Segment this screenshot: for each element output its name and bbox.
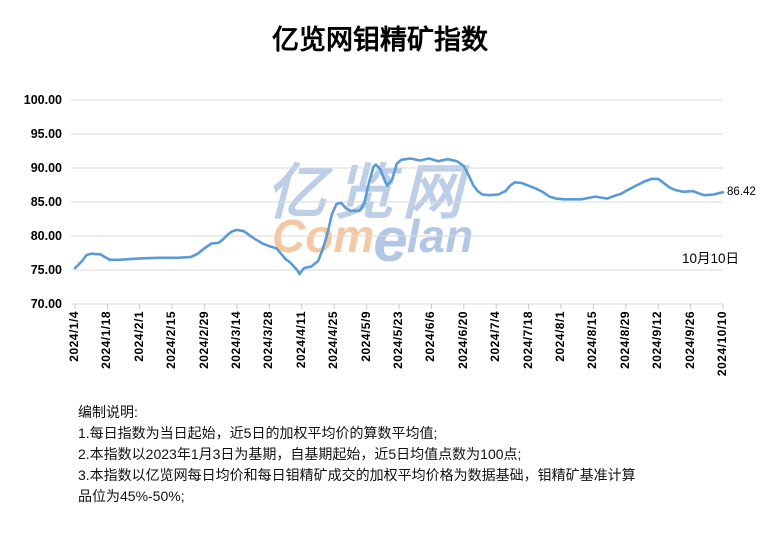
x-tick-label: 2024/9/12 <box>650 311 665 369</box>
x-tick-label: 2024/4/25 <box>326 311 341 369</box>
x-tick-label: 2024/1/18 <box>99 311 114 369</box>
watermark-cjk-text: 亿览网 <box>266 159 470 226</box>
y-tick-label: 90.00 <box>30 160 62 175</box>
x-tick-label: 2024/2/1 <box>131 311 146 362</box>
y-tick-label: 75.00 <box>30 262 62 277</box>
x-tick-label: 2024/7/4 <box>488 311 503 362</box>
x-tick-label: 2024/10/10 <box>715 311 729 377</box>
x-tick-label: 2024/7/18 <box>520 311 535 369</box>
x-tick-label: 2024/8/29 <box>617 311 632 369</box>
notes-line-1: 1.每日指数为当日起始，近5日的加权平均价的算数平均值; <box>78 425 438 441</box>
x-tick-label: 2024/2/15 <box>164 311 179 369</box>
watermark-e-swoosh: e <box>373 206 408 275</box>
date-annotation: 10月10日 <box>682 251 740 266</box>
x-tick-label: 2024/8/1 <box>553 311 567 362</box>
y-tick-label: 80.00 <box>30 228 62 243</box>
series-line <box>73 157 725 276</box>
x-tick-label: 2024/3/14 <box>229 311 243 369</box>
x-tick-label: 2024/4/11 <box>293 311 308 369</box>
y-tick-label: 70.00 <box>30 296 62 311</box>
x-tick-label: 2024/9/26 <box>682 311 697 369</box>
notes-line-3: 3.本指数以亿览网每日均价和每日钼精矿成交的加权平均价格为数据基础，钼精矿基准计… <box>78 467 636 483</box>
x-tick-label: 2024/5/23 <box>391 311 405 369</box>
x-tick-label: 2024/3/28 <box>261 311 276 369</box>
x-tick-label: 2024/6/20 <box>455 311 470 369</box>
x-tick-label: 2024/6/6 <box>423 311 438 362</box>
notes-line-4: 品位为45%-50%; <box>78 488 185 504</box>
y-tick-label: 85.00 <box>30 194 62 209</box>
last-value-label: 86.42 <box>727 186 756 198</box>
x-tick-label: 2024/1/4 <box>67 311 81 362</box>
notes-line-2: 2.本指数以2023年1月3日为基期，自基期起始，近5日均值点数为100点; <box>78 446 522 462</box>
notes-block: 编制说明: 1.每日指数为当日起始，近5日的加权平均价的算数平均值; 2.本指数… <box>78 402 718 507</box>
notes-heading: 编制说明: <box>78 404 138 420</box>
y-tick-label: 95.00 <box>30 126 62 141</box>
chart-title: 亿览网钼精矿指数 <box>272 25 488 55</box>
y-tick-label: 100.00 <box>23 92 62 107</box>
x-tick-label: 2024/8/15 <box>585 311 600 369</box>
x-tick-label: 2024/5/9 <box>358 311 373 362</box>
x-tick-label: 2024/2/29 <box>196 311 211 369</box>
